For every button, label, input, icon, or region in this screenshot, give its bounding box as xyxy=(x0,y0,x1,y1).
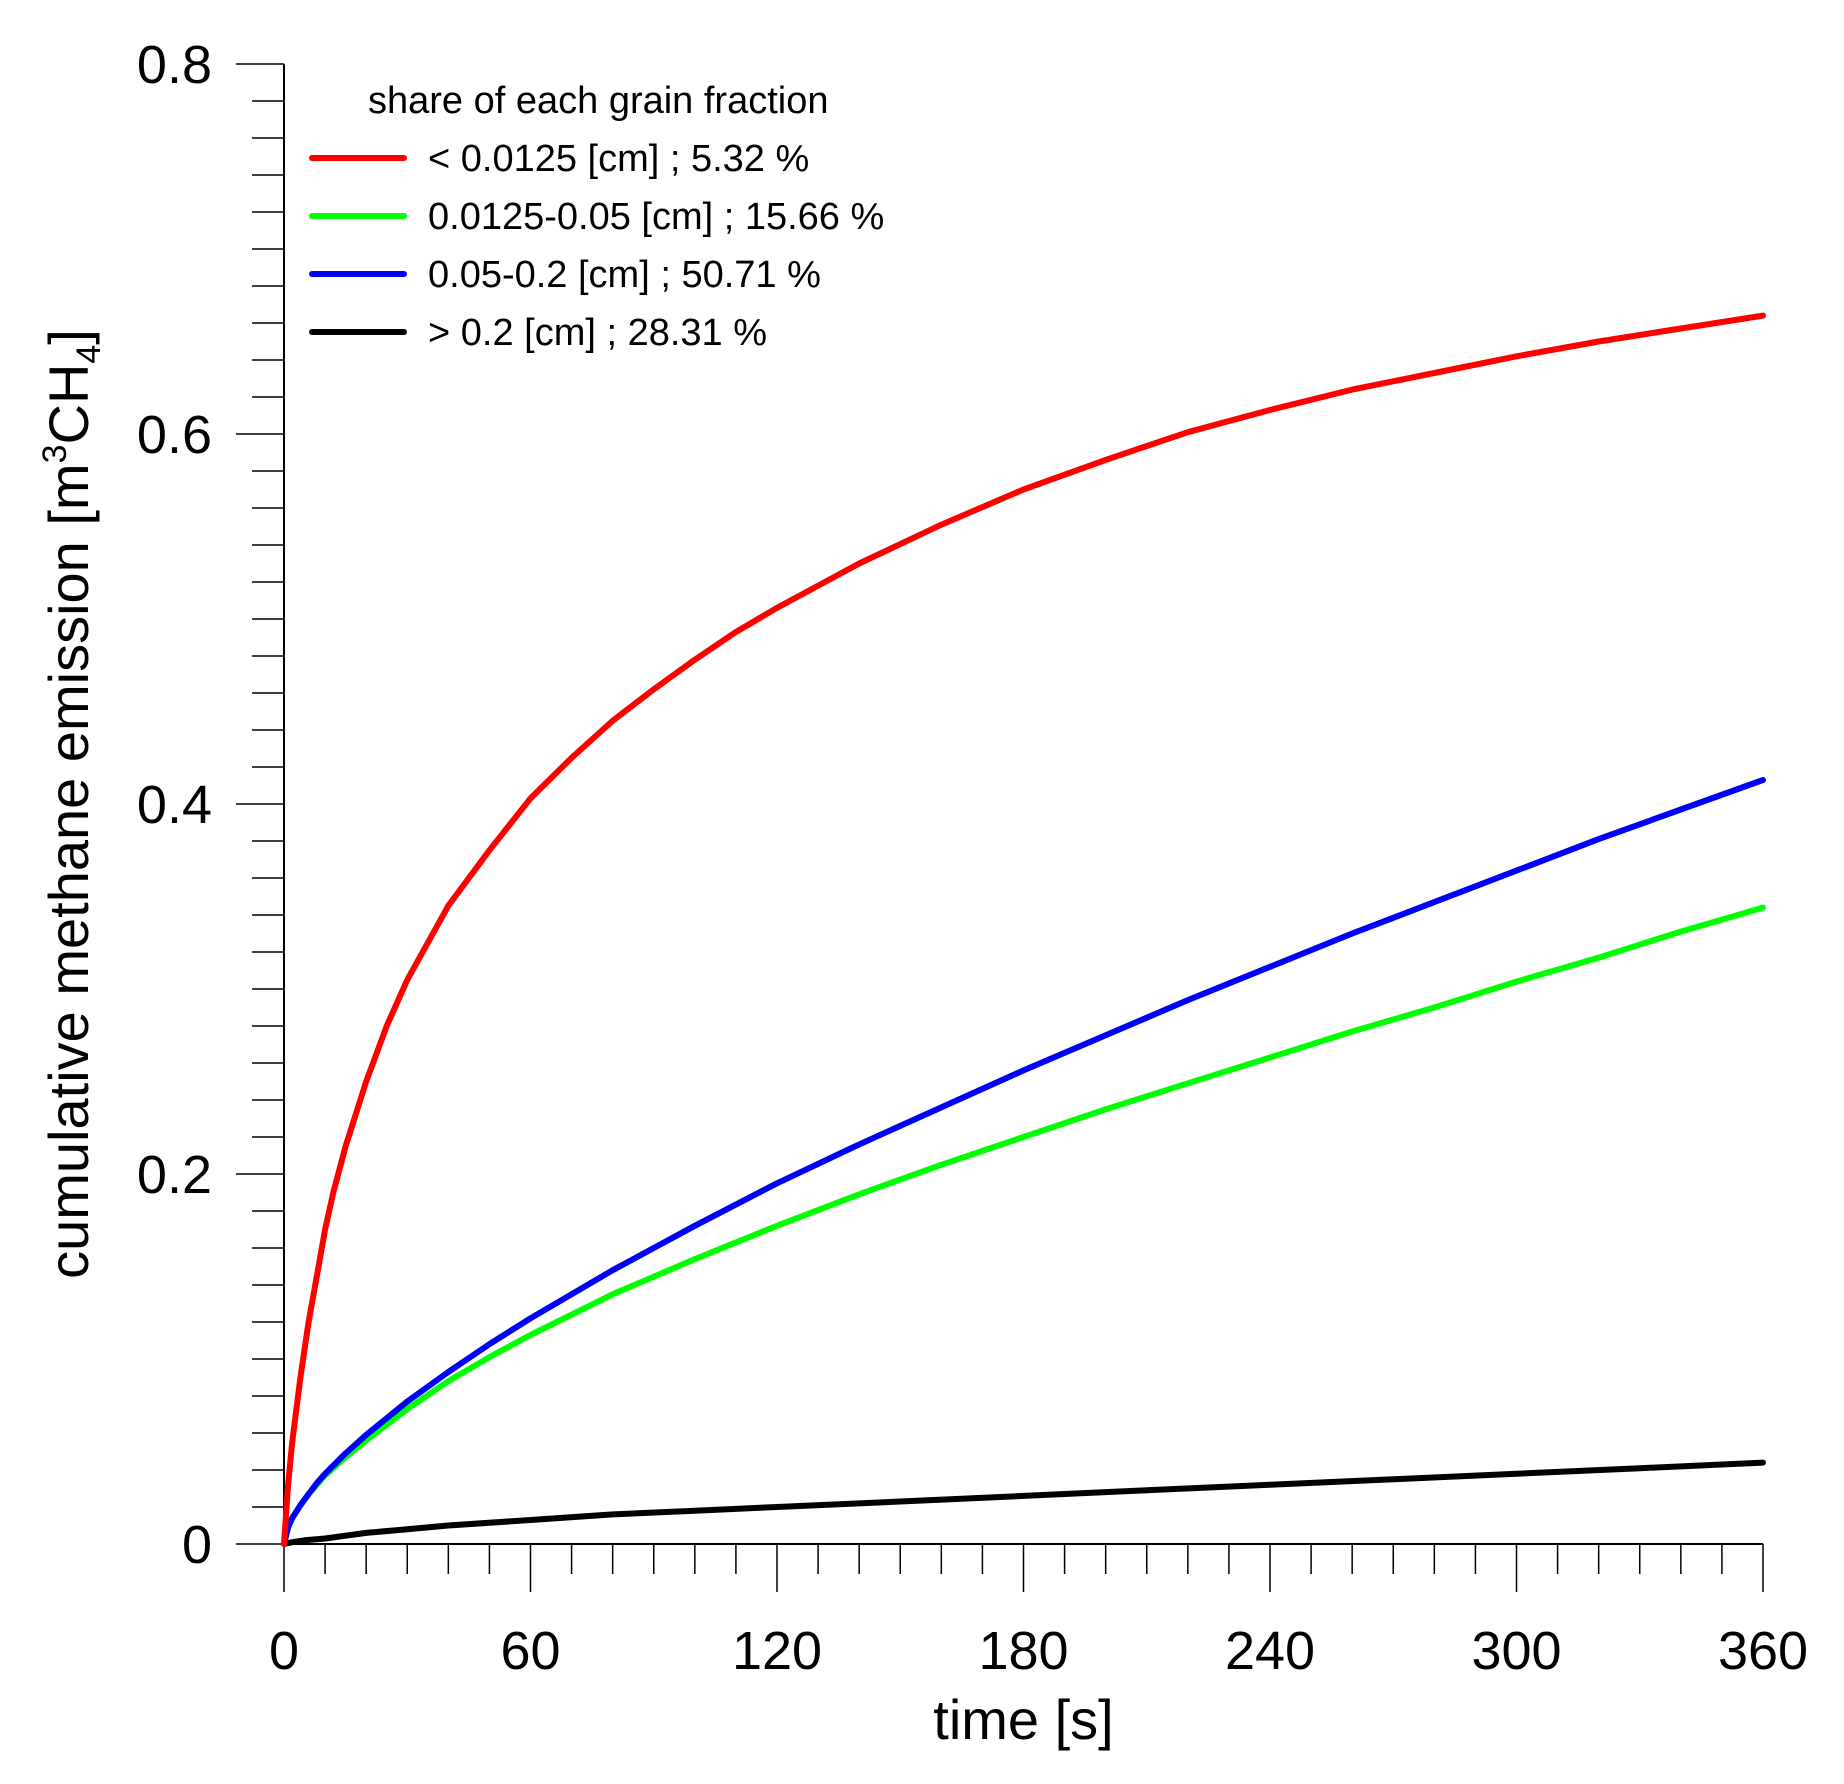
series-line-3 xyxy=(281,777,1766,1547)
y-axis-title-mid: CH xyxy=(37,364,100,445)
legend-entry-label-1: < 0.0125 [cm] ; 5.32 % xyxy=(428,138,809,180)
x-tick-label: 240 xyxy=(1225,1621,1315,1681)
y-tick-label: 0.4 xyxy=(137,775,212,835)
y-axis-title: cumulative methane emission [m3CH4] xyxy=(36,329,108,1279)
y-axis-title-sup: 3 xyxy=(36,445,74,464)
legend-entry-label-4: > 0.2 [cm] ; 28.31 % xyxy=(428,312,767,354)
y-tick-label: 0.2 xyxy=(137,1145,212,1205)
x-tick-label: 360 xyxy=(1718,1621,1808,1681)
x-tick-label: 180 xyxy=(978,1621,1068,1681)
y-tick-label: 0.6 xyxy=(137,405,212,465)
series-line-1 xyxy=(281,312,1766,1547)
x-axis-title: time [s] xyxy=(933,1688,1113,1751)
legend-entry-label-3: 0.05-0.2 [cm] ; 50.71 % xyxy=(428,254,821,296)
axes: 0 0.2 0.4 0.6 0.8 0 60 120 180 240 300 360 xyxy=(137,35,1808,1681)
series-line-4 xyxy=(281,1459,1766,1547)
series-group xyxy=(281,312,1766,1547)
x-tick-label: 0 xyxy=(269,1621,299,1681)
legend: share of each grain fraction < 0.0125 [c… xyxy=(309,80,884,354)
x-tick-label: 60 xyxy=(500,1621,560,1681)
y-axis-title-main: cumulative methane emission [m xyxy=(37,463,100,1278)
x-tick-label: 120 xyxy=(732,1621,822,1681)
legend-title: share of each grain fraction xyxy=(368,80,829,122)
y-axis-title-tail: ] xyxy=(37,329,100,345)
x-tick-label: 300 xyxy=(1471,1621,1561,1681)
legend-entry-label-2: 0.0125-0.05 [cm] ; 15.66 % xyxy=(428,196,884,238)
y-tick-label: 0 xyxy=(182,1515,212,1575)
y-axis-title-sub: 4 xyxy=(70,345,108,364)
y-tick-label: 0.8 xyxy=(137,35,212,95)
